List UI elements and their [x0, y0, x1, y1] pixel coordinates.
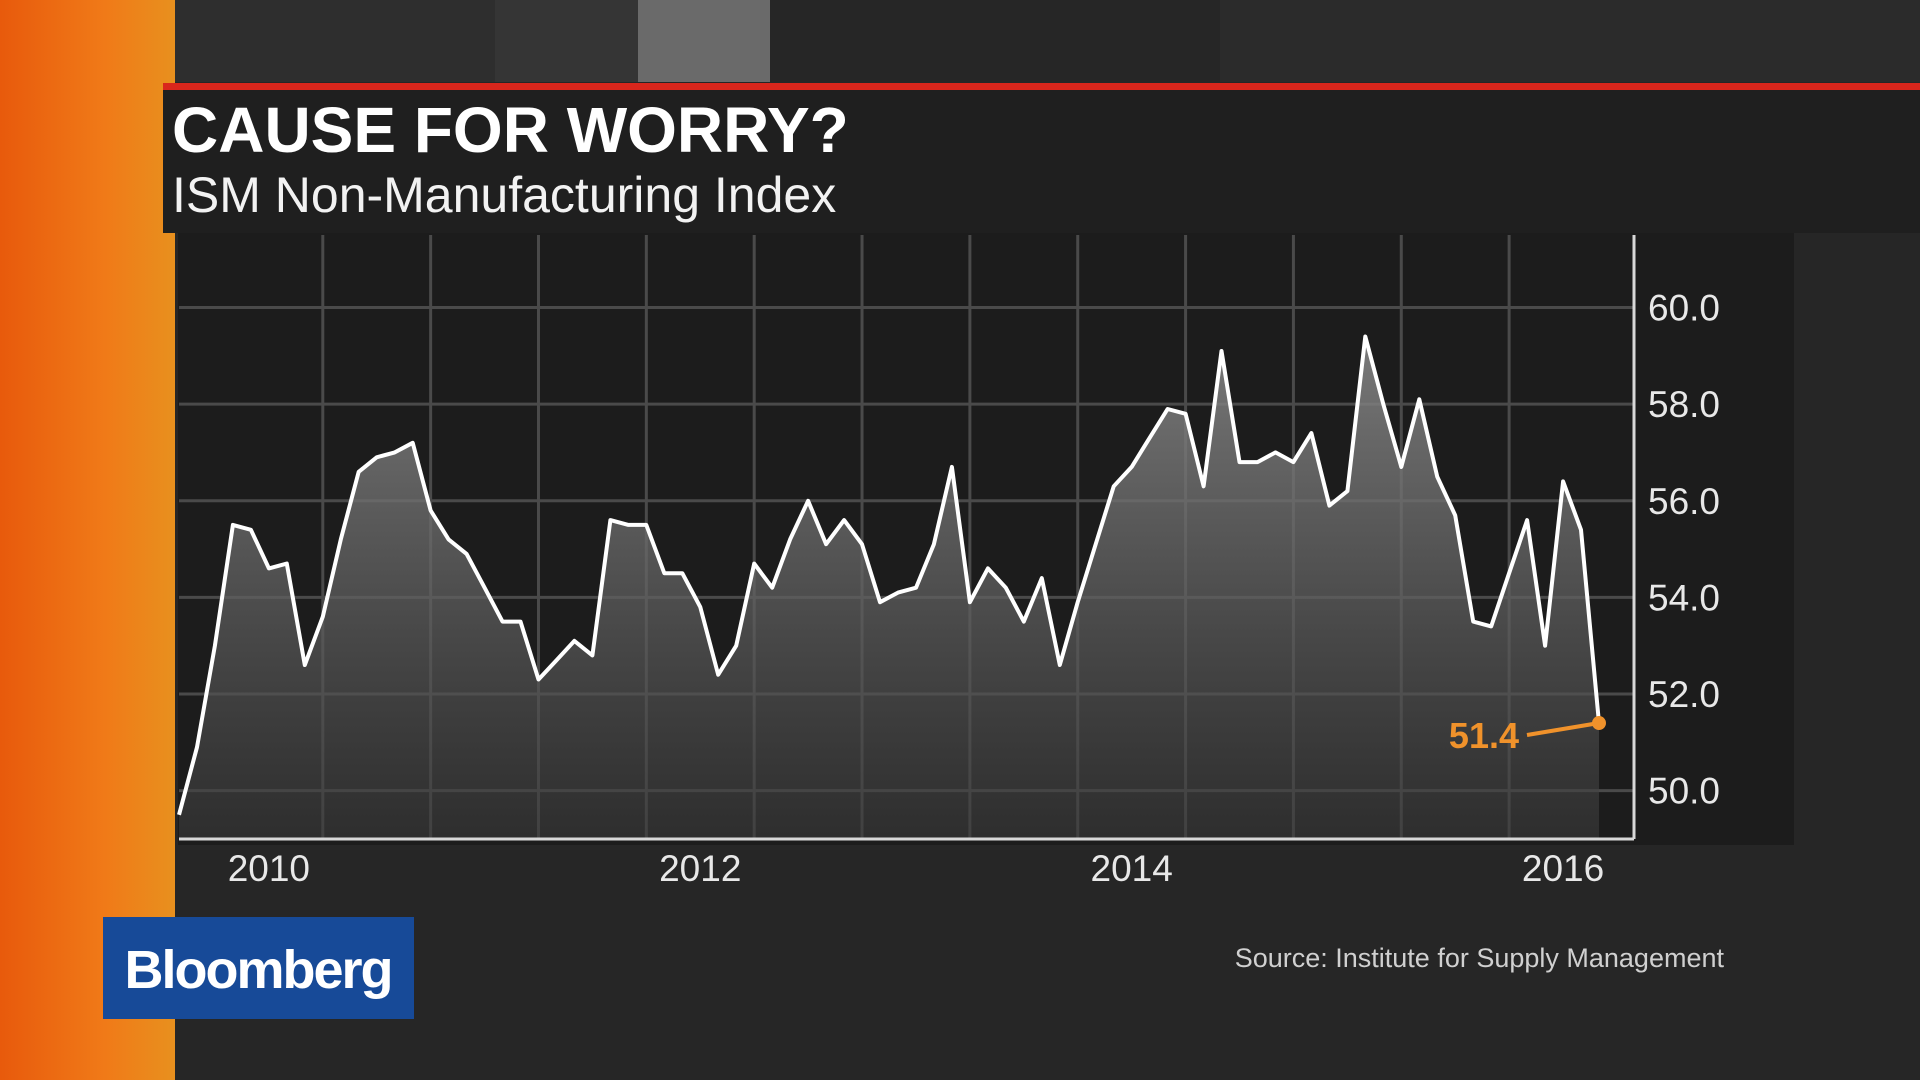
line-series — [177, 334, 1601, 816]
backdrop-panel — [495, 0, 638, 82]
data-label: 51.4 — [1449, 715, 1519, 756]
y-tick-label: 52.0 — [1648, 674, 1720, 715]
y-tick-label: 58.0 — [1648, 384, 1720, 425]
y-tick-label: 50.0 — [1648, 771, 1720, 812]
orange-strip — [0, 0, 175, 1080]
backdrop-panel — [638, 0, 770, 82]
x-tick-label: 2014 — [1091, 848, 1173, 889]
y-tick-label: 60.0 — [1648, 287, 1720, 328]
annotation-leader — [1526, 721, 1600, 738]
brand-box — [103, 917, 414, 1019]
source-note: Source: Institute for Supply Management — [1235, 943, 1725, 973]
header-band — [163, 90, 1920, 233]
chart-subtitle: ISM Non-Manufacturing Index — [172, 167, 836, 223]
header-rule — [163, 83, 1920, 90]
chart-title: CAUSE FOR WORRY? — [172, 94, 849, 166]
x-tick-label: 2012 — [659, 848, 741, 889]
y-tick-label: 54.0 — [1648, 577, 1720, 618]
y-tick-label: 56.0 — [1648, 481, 1720, 522]
backdrop-panel — [1220, 0, 1920, 82]
highlight-point — [1592, 716, 1606, 731]
brand-logo: Bloomberg — [124, 940, 391, 1000]
x-tick-label: 2010 — [228, 848, 310, 889]
backdrop-panel — [175, 0, 495, 82]
x-tick-label: 2016 — [1522, 848, 1604, 889]
